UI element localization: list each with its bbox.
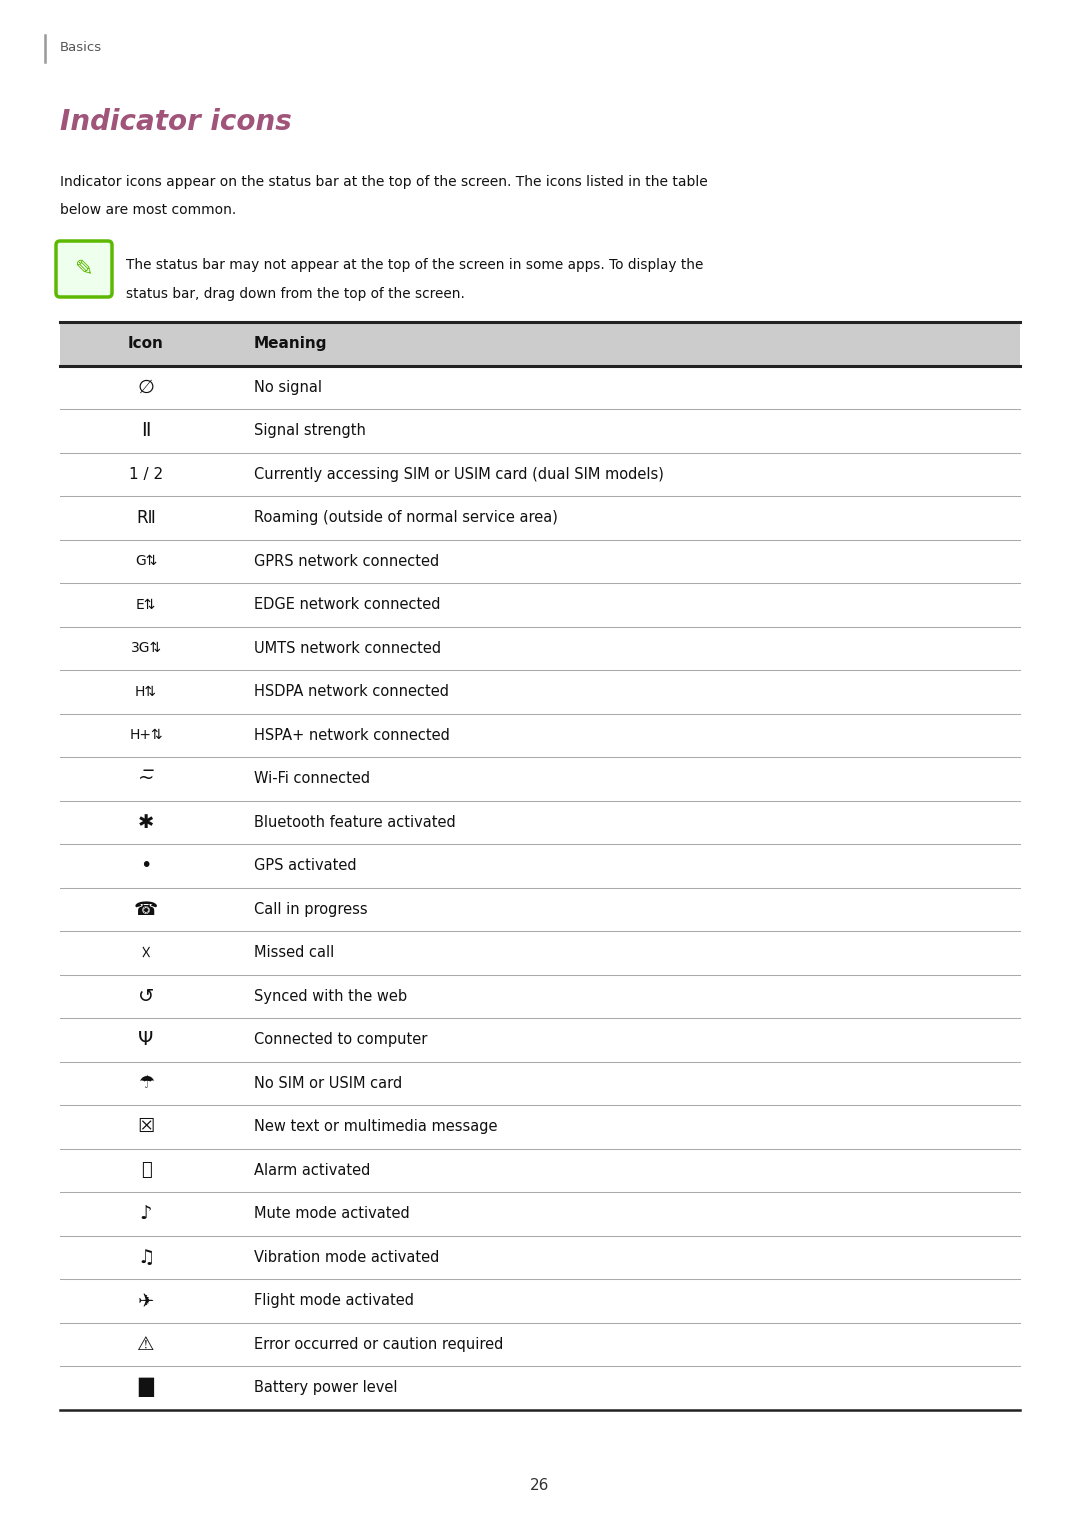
Text: status bar, drag down from the top of the screen.: status bar, drag down from the top of th…	[126, 287, 464, 301]
Text: ✈: ✈	[138, 1292, 154, 1310]
Text: •: •	[140, 857, 151, 875]
Text: Battery power level: Battery power level	[254, 1380, 397, 1396]
Text: ♫: ♫	[137, 1248, 154, 1267]
Text: Roaming (outside of normal service area): Roaming (outside of normal service area)	[254, 510, 558, 525]
Text: Call in progress: Call in progress	[254, 902, 367, 916]
Text: Indicator icons: Indicator icons	[60, 108, 292, 136]
Text: ~̅: ~̅	[138, 770, 154, 788]
Text: GPRS network connected: GPRS network connected	[254, 554, 440, 568]
Text: ⏰: ⏰	[140, 1161, 151, 1179]
Text: G⇅: G⇅	[135, 554, 158, 568]
Text: 1 / 2: 1 / 2	[129, 467, 163, 481]
Text: █: █	[138, 1377, 153, 1397]
Text: Ψ: Ψ	[138, 1031, 153, 1049]
Text: HSPA+ network connected: HSPA+ network connected	[254, 728, 450, 742]
Text: Meaning: Meaning	[254, 336, 327, 351]
Text: No signal: No signal	[254, 380, 322, 395]
Text: Currently accessing SIM or USIM card (dual SIM models): Currently accessing SIM or USIM card (du…	[254, 467, 664, 481]
Text: Connected to computer: Connected to computer	[254, 1032, 428, 1048]
Text: RⅡ: RⅡ	[136, 508, 156, 527]
Text: No SIM or USIM card: No SIM or USIM card	[254, 1075, 402, 1090]
Text: Ⅱ: Ⅱ	[141, 421, 151, 440]
Text: Vibration mode activated: Vibration mode activated	[254, 1249, 440, 1264]
Text: Indicator icons appear on the status bar at the top of the screen. The icons lis: Indicator icons appear on the status bar…	[60, 176, 707, 189]
Text: New text or multimedia message: New text or multimedia message	[254, 1119, 498, 1135]
Text: UMTS network connected: UMTS network connected	[254, 641, 441, 655]
Text: H+⇅: H+⇅	[130, 728, 163, 742]
Text: 26: 26	[530, 1478, 550, 1492]
Text: Flight mode activated: Flight mode activated	[254, 1293, 414, 1309]
Text: Missed call: Missed call	[254, 945, 334, 960]
Text: 3G⇅: 3G⇅	[131, 641, 162, 655]
Text: Mute mode activated: Mute mode activated	[254, 1206, 409, 1222]
Text: GPS activated: GPS activated	[254, 858, 356, 873]
Text: The status bar may not appear at the top of the screen in some apps. To display : The status bar may not appear at the top…	[126, 258, 703, 272]
Text: ♪: ♪	[139, 1205, 152, 1223]
Text: Signal strength: Signal strength	[254, 423, 366, 438]
FancyBboxPatch shape	[56, 241, 112, 296]
Text: EDGE network connected: EDGE network connected	[254, 597, 441, 612]
Text: Icon: Icon	[129, 336, 164, 351]
Text: ↺: ↺	[138, 986, 154, 1006]
Text: Alarm activated: Alarm activated	[254, 1162, 370, 1177]
Text: ✎: ✎	[75, 260, 93, 279]
Text: ∅: ∅	[137, 377, 154, 397]
Text: ☓: ☓	[140, 944, 151, 962]
Text: ☎: ☎	[134, 899, 158, 919]
Text: below are most common.: below are most common.	[60, 203, 237, 217]
Text: Error occurred or caution required: Error occurred or caution required	[254, 1336, 503, 1351]
Text: ☒: ☒	[137, 1118, 154, 1136]
Text: ⚠: ⚠	[137, 1335, 154, 1354]
Text: E⇅: E⇅	[136, 597, 157, 612]
Text: HSDPA network connected: HSDPA network connected	[254, 684, 449, 699]
Text: Synced with the web: Synced with the web	[254, 989, 407, 1003]
Text: H⇅: H⇅	[135, 684, 157, 699]
Text: ✱: ✱	[138, 812, 154, 832]
Text: ☂: ☂	[138, 1075, 154, 1092]
Text: Basics: Basics	[60, 41, 103, 55]
Text: Bluetooth feature activated: Bluetooth feature activated	[254, 815, 456, 829]
Text: Wi-Fi connected: Wi-Fi connected	[254, 771, 370, 786]
Bar	[60, 322, 1020, 365]
